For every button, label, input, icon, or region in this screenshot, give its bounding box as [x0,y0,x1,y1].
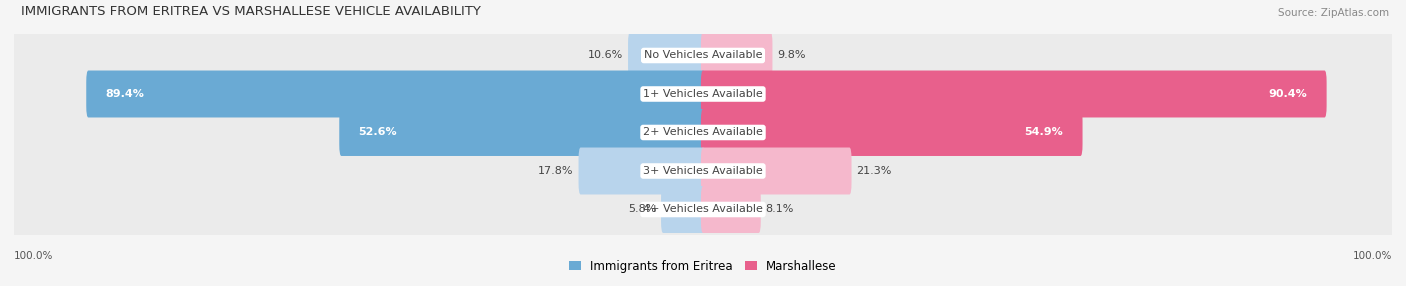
Text: 100.0%: 100.0% [1353,251,1392,261]
Text: 54.9%: 54.9% [1025,128,1063,138]
FancyBboxPatch shape [702,186,761,233]
FancyBboxPatch shape [628,32,704,79]
Text: No Vehicles Available: No Vehicles Available [644,51,762,61]
FancyBboxPatch shape [13,100,1393,165]
FancyBboxPatch shape [702,148,852,194]
Text: 52.6%: 52.6% [359,128,396,138]
FancyBboxPatch shape [578,148,704,194]
FancyBboxPatch shape [13,177,1393,242]
Text: 3+ Vehicles Available: 3+ Vehicles Available [643,166,763,176]
Text: 1+ Vehicles Available: 1+ Vehicles Available [643,89,763,99]
FancyBboxPatch shape [702,71,1327,118]
Text: IMMIGRANTS FROM ERITREA VS MARSHALLESE VEHICLE AVAILABILITY: IMMIGRANTS FROM ERITREA VS MARSHALLESE V… [21,5,481,18]
FancyBboxPatch shape [86,71,704,118]
FancyBboxPatch shape [339,109,704,156]
FancyBboxPatch shape [13,139,1393,203]
Text: 4+ Vehicles Available: 4+ Vehicles Available [643,204,763,214]
Text: 100.0%: 100.0% [14,251,53,261]
Text: 90.4%: 90.4% [1268,89,1308,99]
Text: 17.8%: 17.8% [538,166,574,176]
Text: 21.3%: 21.3% [856,166,891,176]
FancyBboxPatch shape [661,186,704,233]
Text: 5.8%: 5.8% [628,204,657,214]
FancyBboxPatch shape [702,109,1083,156]
Text: Source: ZipAtlas.com: Source: ZipAtlas.com [1278,8,1389,18]
FancyBboxPatch shape [13,23,1393,88]
Text: 10.6%: 10.6% [588,51,623,61]
Text: 89.4%: 89.4% [105,89,145,99]
Text: 8.1%: 8.1% [766,204,794,214]
FancyBboxPatch shape [13,62,1393,126]
Legend: Immigrants from Eritrea, Marshallese: Immigrants from Eritrea, Marshallese [569,260,837,273]
FancyBboxPatch shape [702,32,772,79]
Text: 9.8%: 9.8% [778,51,806,61]
Text: 2+ Vehicles Available: 2+ Vehicles Available [643,128,763,138]
